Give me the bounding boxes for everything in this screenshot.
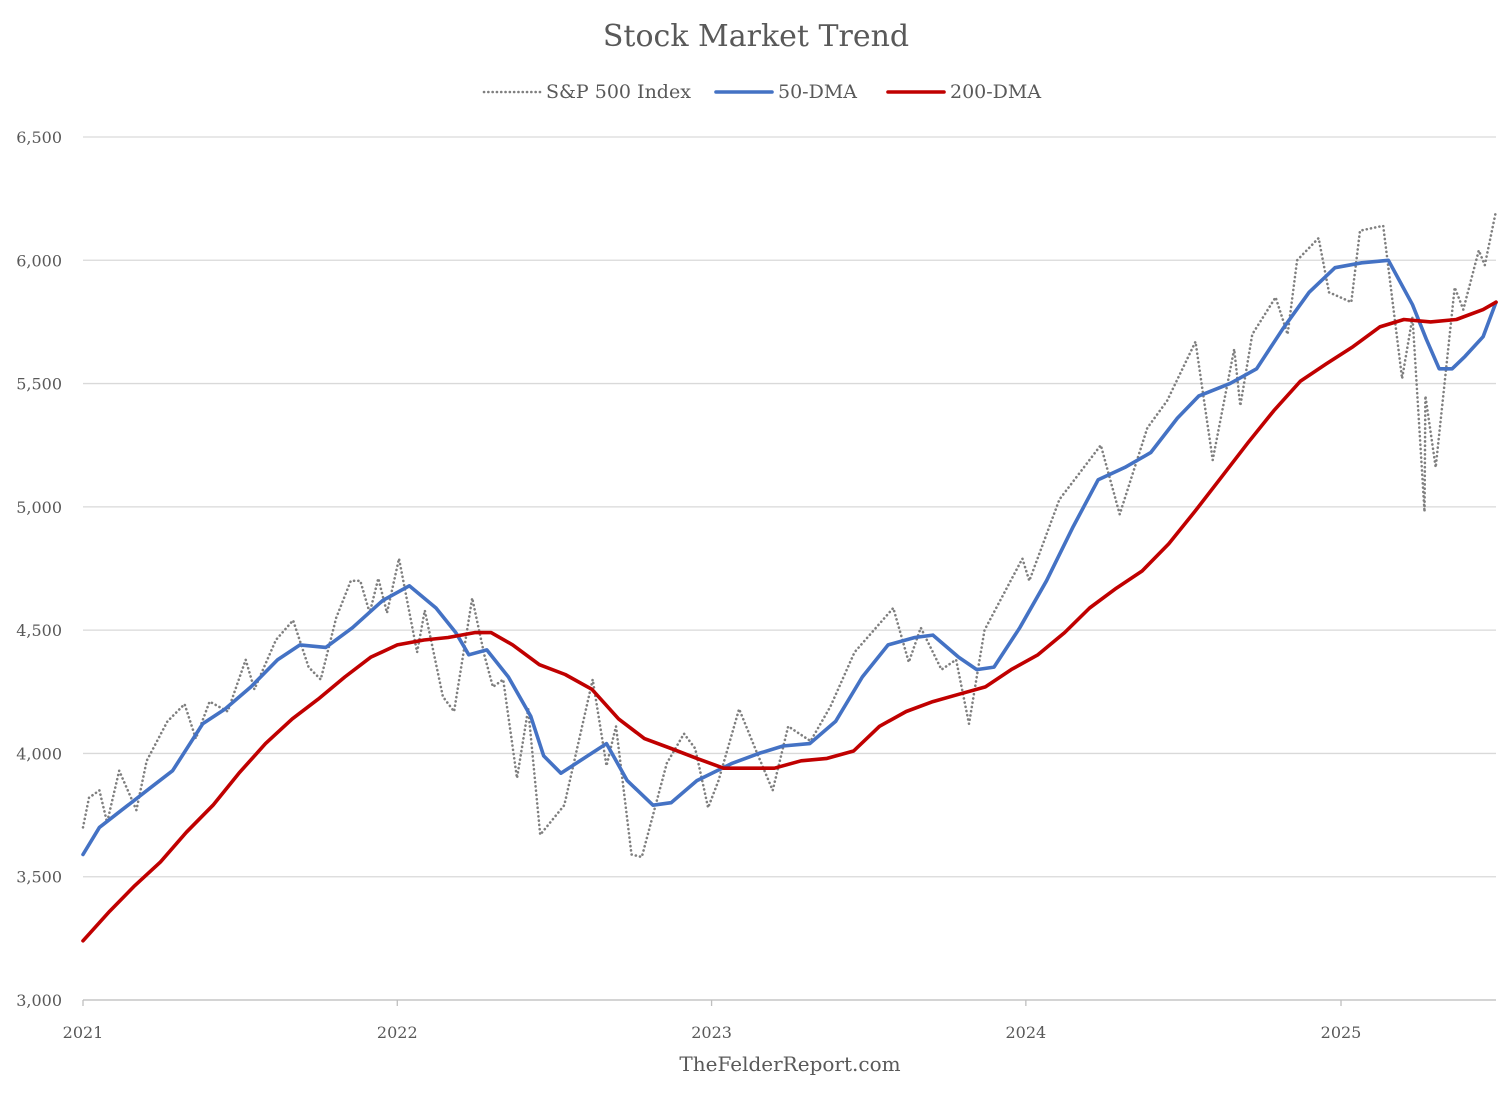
series-layer <box>81 209 1498 943</box>
y-tick-label: 3,000 <box>16 991 62 1010</box>
y-tick-label: 6,000 <box>16 251 62 270</box>
series-line-200-dma <box>81 300 1498 943</box>
legend-label: 200-DMA <box>950 81 1041 103</box>
legend-label: S&P 500 Index <box>546 81 691 103</box>
series-line-s-p-500-index <box>81 209 1498 859</box>
x-tick-label: 2022 <box>377 1023 418 1042</box>
legend-label: 50-DMA <box>778 81 857 103</box>
chart-title: Stock Market Trend <box>603 19 909 54</box>
x-tick-label: 2024 <box>1006 1023 1047 1042</box>
y-axis: 3,000 3,500 4,000 4,500 5,000 5,500 6,000 6,500 <box>16 128 62 1010</box>
x-tick-label: 2023 <box>691 1023 732 1042</box>
legend: S&P 500 Index 50-DMA 200-DMA <box>482 81 1041 103</box>
y-tick-label: 5,500 <box>16 375 62 394</box>
legend-item: 200-DMA <box>886 81 1041 103</box>
y-tick-label: 5,000 <box>16 498 62 517</box>
y-tick-label: 4,000 <box>16 744 62 763</box>
y-tick-label: 6,500 <box>16 128 62 147</box>
legend-item: S&P 500 Index <box>482 81 691 103</box>
y-tick-label: 4,500 <box>16 621 62 640</box>
footer-source: TheFelderReport.com <box>679 1052 900 1076</box>
series-line-50-dma <box>81 258 1498 857</box>
x-axis: 2021 2022 2023 2024 2025 <box>63 999 1496 1042</box>
y-tick-label: 3,500 <box>16 868 62 887</box>
legend-item: 50-DMA <box>714 81 857 103</box>
x-tick-label: 2021 <box>63 1023 104 1042</box>
x-tick-label: 2025 <box>1321 1023 1362 1042</box>
